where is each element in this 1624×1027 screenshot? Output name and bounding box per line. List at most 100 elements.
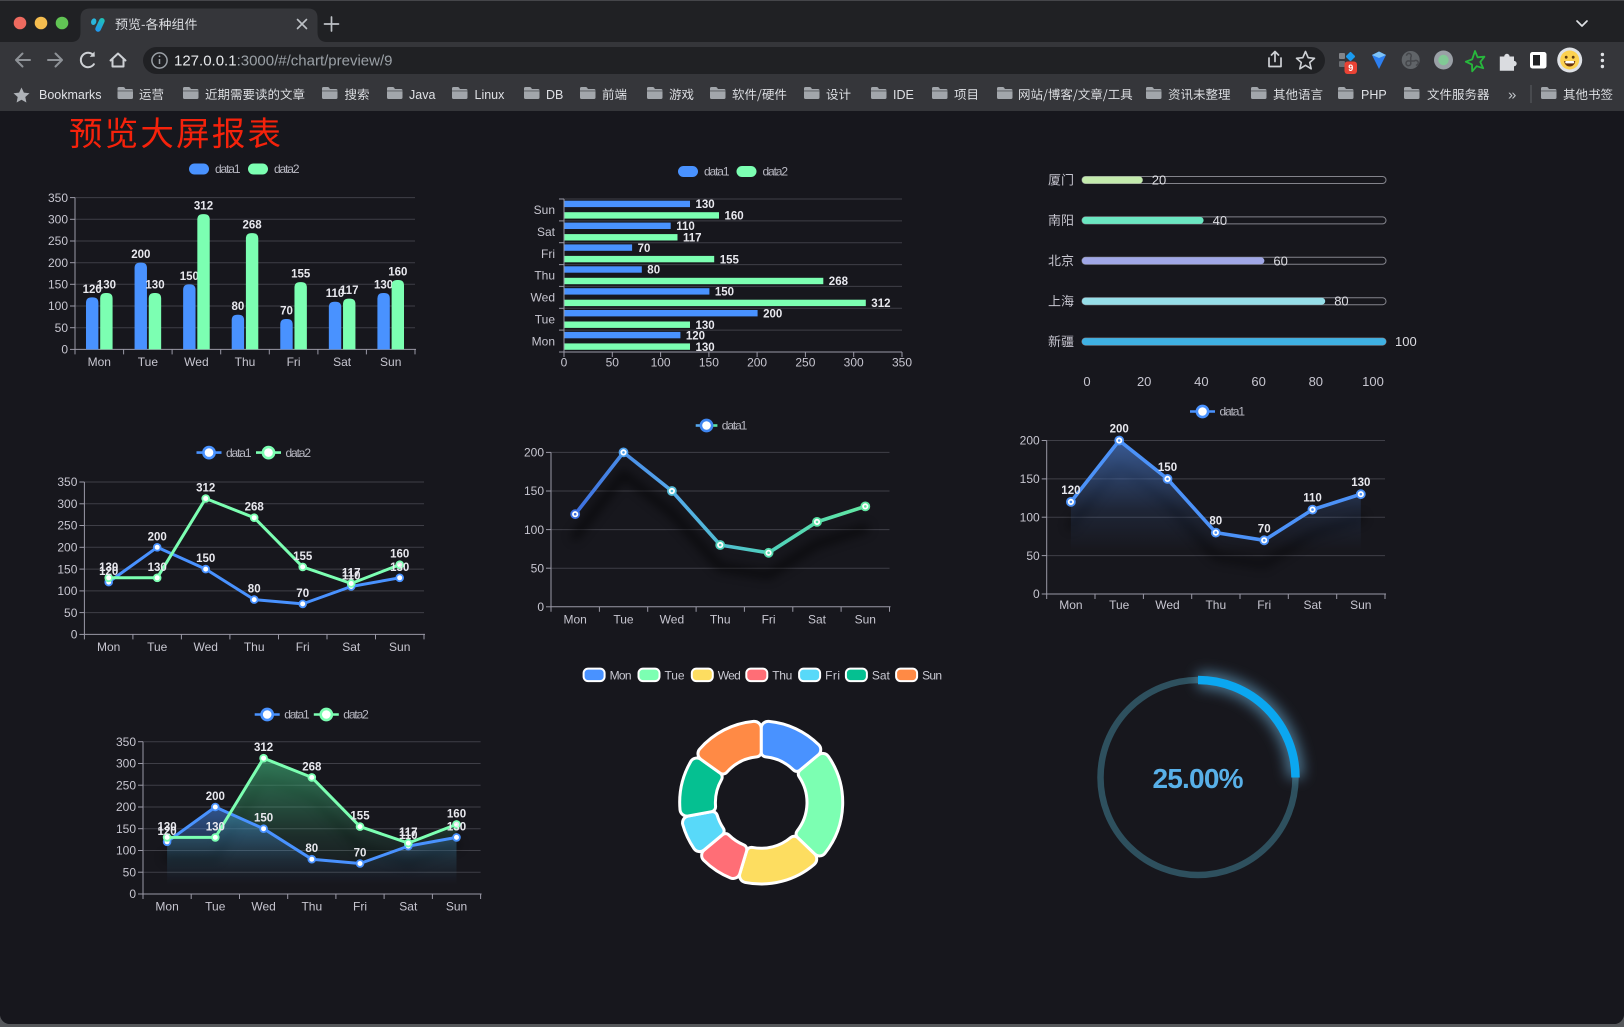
svg-text:Tue: Tue	[1109, 598, 1130, 612]
svg-text:160: 160	[390, 549, 409, 561]
svg-text:Bookmarks: Bookmarks	[39, 88, 102, 102]
svg-text:312: 312	[196, 483, 215, 495]
svg-text:0: 0	[129, 887, 136, 901]
svg-text:data2: data2	[274, 162, 300, 176]
svg-text:0: 0	[537, 600, 544, 614]
svg-text:0: 0	[61, 343, 68, 357]
svg-text:268: 268	[829, 276, 849, 288]
svg-text:110: 110	[342, 571, 361, 583]
svg-text:100: 100	[1362, 374, 1384, 389]
svg-text:»: »	[1508, 87, 1516, 104]
svg-text:20: 20	[1152, 173, 1166, 188]
svg-text:150: 150	[116, 822, 136, 836]
svg-text:Java: Java	[409, 88, 435, 102]
svg-text:Fri: Fri	[762, 613, 776, 627]
svg-text:Sat: Sat	[808, 613, 827, 627]
svg-text:200: 200	[131, 249, 150, 261]
svg-text:Tue: Tue	[138, 355, 159, 369]
svg-text:130: 130	[696, 342, 715, 354]
svg-text:250: 250	[48, 234, 68, 248]
svg-text:40: 40	[1213, 213, 1227, 228]
svg-text:25.00%: 25.00%	[1153, 763, 1244, 794]
svg-text:110: 110	[676, 221, 695, 233]
svg-text:Thu: Thu	[534, 269, 555, 283]
svg-text:70: 70	[1258, 523, 1271, 535]
svg-text:20: 20	[1137, 374, 1151, 389]
svg-text:80: 80	[248, 584, 261, 596]
svg-text:Sat: Sat	[333, 355, 352, 369]
svg-text:data2: data2	[343, 708, 369, 722]
svg-text:Tue: Tue	[535, 312, 556, 326]
svg-text:150: 150	[699, 356, 719, 370]
svg-text:Wed: Wed	[251, 900, 275, 914]
svg-text:50: 50	[531, 561, 545, 575]
svg-text:312: 312	[871, 298, 890, 310]
svg-text:150: 150	[524, 484, 544, 498]
svg-text:110: 110	[326, 288, 345, 300]
svg-text:300: 300	[48, 213, 68, 227]
svg-text:150: 150	[180, 271, 199, 283]
svg-text:350: 350	[48, 191, 68, 205]
svg-text:data1: data1	[704, 165, 730, 179]
svg-text:160: 160	[725, 211, 744, 223]
svg-text:100: 100	[48, 299, 68, 313]
svg-text:150: 150	[1020, 472, 1040, 486]
svg-text:Mon: Mon	[88, 355, 111, 369]
svg-text:120: 120	[158, 826, 177, 838]
svg-text:60: 60	[1251, 374, 1265, 389]
svg-text:130: 130	[696, 320, 715, 332]
svg-text:Thu: Thu	[710, 613, 731, 627]
svg-text:200: 200	[1110, 424, 1129, 436]
svg-text:268: 268	[243, 220, 263, 232]
svg-text:Mon: Mon	[610, 668, 632, 682]
svg-text:Mon: Mon	[1059, 598, 1082, 612]
svg-text:200: 200	[148, 531, 167, 543]
svg-text:Tue: Tue	[613, 613, 634, 627]
svg-text:Linux: Linux	[475, 88, 506, 102]
svg-text:Tue: Tue	[205, 900, 226, 914]
svg-text:127.0.0.1:3000/#/chart/preview: 127.0.0.1:3000/#/chart/preview/9	[174, 53, 393, 70]
svg-text:Thu: Thu	[772, 668, 792, 682]
svg-text:Sat: Sat	[399, 900, 418, 914]
svg-text:150: 150	[1158, 462, 1177, 474]
svg-text:120: 120	[99, 566, 118, 578]
svg-text:130: 130	[145, 280, 164, 292]
svg-text:100: 100	[651, 356, 671, 370]
svg-text:Sat: Sat	[1303, 598, 1322, 612]
svg-text:100: 100	[116, 844, 136, 858]
svg-text:130: 130	[390, 562, 409, 574]
svg-text:117: 117	[342, 568, 361, 580]
svg-text:data1: data1	[1220, 405, 1246, 419]
svg-text:200: 200	[57, 541, 77, 555]
svg-text:50: 50	[123, 865, 137, 879]
svg-text:130: 130	[206, 821, 225, 833]
svg-text:Sun: Sun	[380, 355, 401, 369]
svg-text:Wed: Wed	[718, 668, 741, 682]
svg-text:200: 200	[747, 356, 767, 370]
svg-text:IDE: IDE	[893, 88, 914, 102]
svg-text:130: 130	[148, 562, 167, 574]
svg-text:Tue: Tue	[147, 640, 168, 654]
svg-text:130: 130	[696, 199, 715, 211]
svg-text:117: 117	[399, 827, 418, 839]
svg-text:150: 150	[715, 287, 734, 299]
svg-text:Thu: Thu	[301, 900, 322, 914]
svg-text:300: 300	[57, 497, 77, 511]
svg-text:150: 150	[254, 813, 273, 825]
svg-text:50: 50	[64, 606, 78, 620]
svg-text:data2: data2	[763, 165, 789, 179]
svg-text:350: 350	[57, 475, 77, 489]
svg-text:200: 200	[1020, 434, 1040, 448]
svg-text:160: 160	[388, 267, 407, 279]
svg-text:80: 80	[305, 843, 318, 855]
svg-text:50: 50	[1026, 549, 1040, 563]
svg-text:268: 268	[302, 761, 322, 773]
svg-text:50: 50	[55, 321, 69, 335]
svg-text:300: 300	[844, 356, 864, 370]
svg-text:155: 155	[293, 551, 313, 563]
svg-text:Sat: Sat	[872, 668, 891, 682]
svg-text:Thu: Thu	[244, 640, 265, 654]
svg-text:data1: data1	[226, 446, 252, 460]
svg-text:Sun: Sun	[389, 640, 410, 654]
svg-text:100: 100	[1395, 334, 1417, 349]
